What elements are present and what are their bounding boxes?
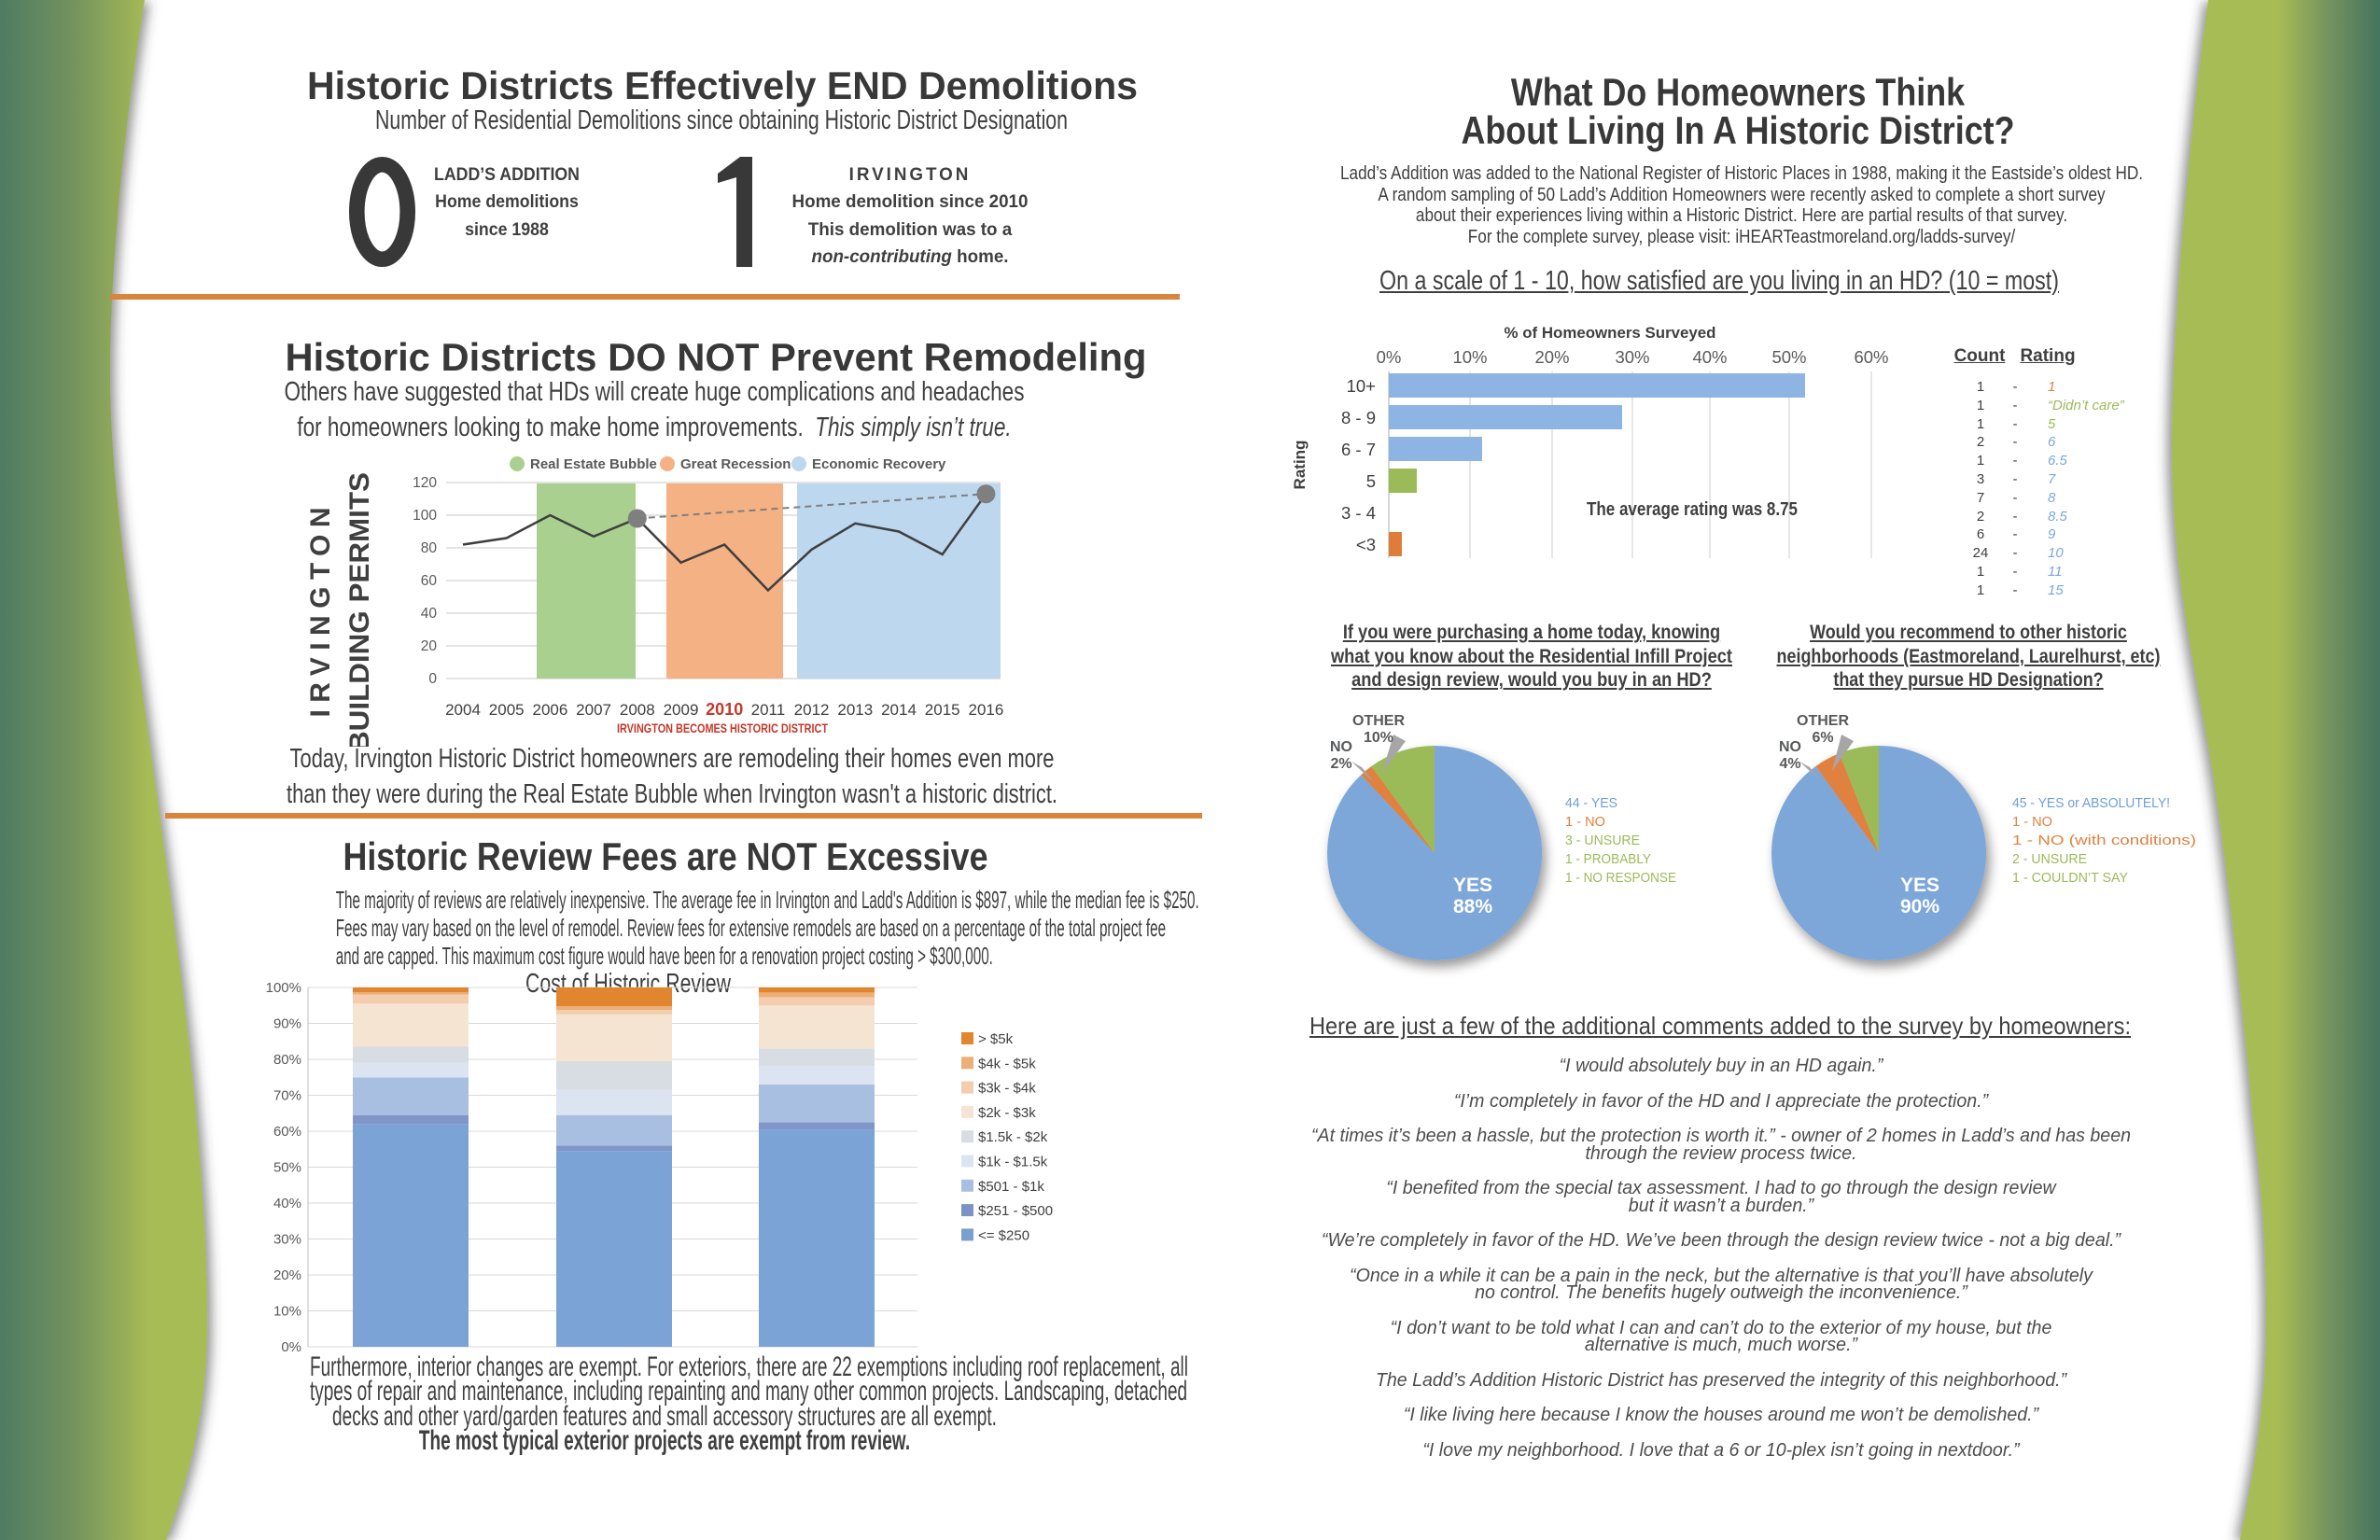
svg-text:8 - 9: 8 - 9 [1341, 408, 1376, 427]
svg-text:IRVINGTON BECOMES HISTORIC DIS: IRVINGTON BECOMES HISTORIC DISTRICT [617, 721, 828, 735]
svg-text:YES: YES [1900, 875, 1939, 896]
svg-text:NO: NO [1779, 739, 1801, 755]
svg-text:100%: 100% [266, 980, 301, 996]
svg-text:$1k - $1.5k: $1k - $1.5k [978, 1155, 1048, 1170]
svg-text:20: 20 [421, 638, 438, 654]
svg-text:2%: 2% [1330, 756, 1351, 772]
svg-text:<3: <3 [1356, 535, 1376, 554]
svg-text:0%: 0% [281, 1339, 301, 1355]
svg-text:BUILDING PERMITS: BUILDING PERMITS [344, 472, 375, 747]
svg-text:30%: 30% [273, 1232, 301, 1248]
svg-text:0: 0 [428, 671, 437, 687]
svg-text:$4k - $5k: $4k - $5k [978, 1056, 1036, 1071]
svg-text:$501 - $1k: $501 - $1k [978, 1179, 1044, 1195]
svg-text:80%: 80% [273, 1052, 301, 1068]
svg-text:YES: YES [1453, 875, 1492, 896]
svg-text:1 - NO (with conditions): 1 - NO (with conditions) [2012, 833, 2196, 848]
svg-text:1 - NO RESPONSE: 1 - NO RESPONSE [1565, 870, 1676, 886]
svg-text:4%: 4% [1779, 756, 1800, 772]
svg-text:2015: 2015 [925, 701, 960, 719]
svg-text:2016: 2016 [968, 701, 1003, 719]
svg-text:10%: 10% [273, 1304, 301, 1320]
svg-text:2014: 2014 [881, 701, 917, 719]
svg-text:OTHER: OTHER [1352, 713, 1405, 729]
svg-text:Real Estate Bubble: Real Estate Bubble [530, 456, 657, 472]
svg-text:2006: 2006 [532, 701, 567, 719]
svg-text:30%: 30% [1615, 347, 1649, 367]
svg-text:Economic Recovery: Economic Recovery [812, 456, 946, 472]
svg-text:IRVINGTON: IRVINGTON [305, 508, 336, 718]
svg-text:1 - PROBABLY: 1 - PROBABLY [1565, 851, 1651, 867]
svg-text:1 - COULDN’T SAY: 1 - COULDN’T SAY [2012, 870, 2128, 886]
svg-text:2010: 2010 [706, 700, 743, 719]
svg-text:3 - 4: 3 - 4 [1341, 503, 1376, 523]
svg-text:60%: 60% [273, 1124, 301, 1140]
svg-text:50%: 50% [273, 1160, 301, 1176]
svg-text:88%: 88% [1453, 896, 1492, 917]
svg-text:60%: 60% [1854, 347, 1888, 367]
svg-text:Great Recession: Great Recession [680, 456, 791, 472]
svg-text:0%: 0% [1377, 347, 1402, 367]
svg-text:90%: 90% [1900, 896, 1939, 917]
svg-text:44 - YES: 44 - YES [1565, 795, 1617, 811]
svg-text:5: 5 [1366, 471, 1376, 491]
svg-text:20%: 20% [273, 1267, 301, 1283]
svg-text:$1.5k - $2k: $1.5k - $2k [978, 1129, 1048, 1145]
svg-text:40%: 40% [1692, 347, 1727, 367]
svg-text:40: 40 [421, 606, 438, 622]
svg-text:20%: 20% [1534, 347, 1569, 367]
svg-text:10%: 10% [1452, 347, 1487, 367]
svg-text:6 - 7: 6 - 7 [1341, 440, 1376, 459]
svg-text:<= $250: <= $250 [978, 1227, 1029, 1243]
svg-text:Rating: Rating [1291, 441, 1309, 490]
svg-text:10%: 10% [1364, 730, 1393, 746]
svg-text:$2k - $3k: $2k - $3k [978, 1105, 1036, 1121]
svg-text:2004: 2004 [445, 701, 481, 719]
svg-text:40%: 40% [273, 1196, 301, 1211]
svg-text:2007: 2007 [576, 701, 611, 719]
svg-text:$3k - $4k: $3k - $4k [978, 1081, 1036, 1097]
svg-text:The average rating was 8.75: The average rating was 8.75 [1587, 499, 1798, 520]
svg-text:10+: 10+ [1347, 376, 1376, 396]
svg-text:100: 100 [413, 508, 437, 524]
svg-text:3 - UNSURE: 3 - UNSURE [1565, 833, 1640, 848]
svg-text:2011: 2011 [751, 701, 786, 719]
svg-text:1 - NO: 1 - NO [1565, 814, 1605, 830]
svg-text:2005: 2005 [489, 701, 525, 719]
svg-text:2009: 2009 [664, 701, 699, 719]
svg-text:50%: 50% [1771, 347, 1806, 367]
svg-text:1 - NO: 1 - NO [2012, 814, 2052, 830]
svg-text:120: 120 [413, 475, 437, 491]
svg-text:2 - UNSURE: 2 - UNSURE [2012, 851, 2087, 867]
svg-text:45 - YES or ABSOLUTELY!: 45 - YES or ABSOLUTELY! [2012, 795, 2170, 811]
svg-text:6%: 6% [1812, 730, 1833, 746]
svg-text:2012: 2012 [794, 701, 830, 719]
svg-text:2008: 2008 [620, 701, 655, 719]
svg-text:OTHER: OTHER [1797, 713, 1849, 729]
svg-text:80: 80 [421, 540, 438, 556]
svg-text:$251 - $500: $251 - $500 [978, 1203, 1053, 1219]
svg-text:% of Homeowners Surveyed: % of Homeowners Surveyed [1505, 324, 1716, 342]
svg-text:70%: 70% [273, 1088, 301, 1104]
svg-text:NO: NO [1330, 739, 1352, 755]
svg-text:> $5k: > $5k [978, 1031, 1014, 1047]
svg-text:60: 60 [421, 573, 438, 589]
svg-text:2013: 2013 [837, 701, 873, 719]
svg-text:90%: 90% [273, 1016, 301, 1032]
